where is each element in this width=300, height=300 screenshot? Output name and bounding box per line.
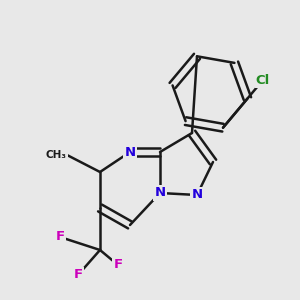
Text: Cl: Cl [256, 74, 270, 86]
Text: N: N [191, 188, 203, 202]
Text: N: N [124, 146, 136, 158]
Text: F: F [74, 268, 82, 281]
Text: F: F [56, 230, 64, 244]
Text: N: N [154, 187, 166, 200]
Text: CH₃: CH₃ [46, 150, 67, 160]
Text: F: F [113, 259, 123, 272]
